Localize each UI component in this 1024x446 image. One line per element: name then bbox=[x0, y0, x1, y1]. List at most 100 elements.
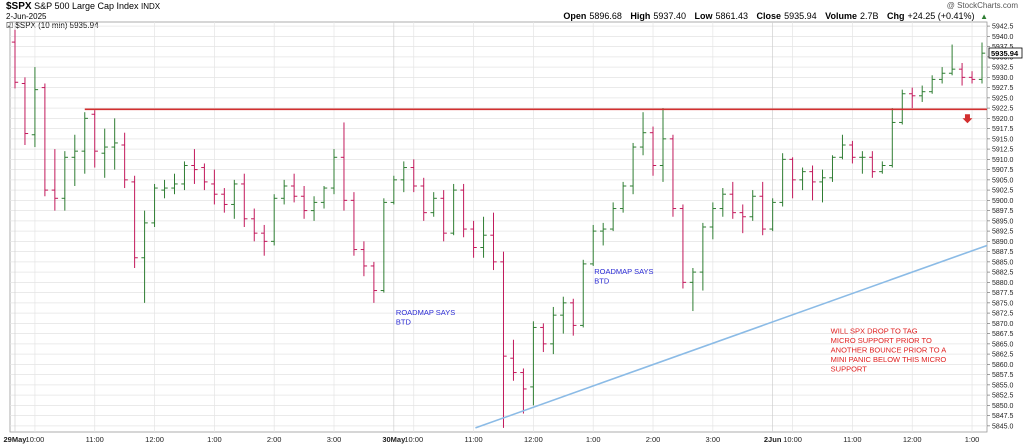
ohlc-bar bbox=[948, 44, 956, 76]
ohlc-bar bbox=[360, 241, 368, 277]
annotation-line: ROADMAP SAYS bbox=[594, 267, 653, 276]
ohlc-bar bbox=[968, 71, 976, 84]
ohlc-bar bbox=[121, 132, 128, 189]
ohlc-bar bbox=[21, 77, 29, 145]
ohlc-bar bbox=[849, 140, 856, 164]
ohlc-bar bbox=[938, 67, 946, 84]
ticker-symbol: $SPX bbox=[6, 1, 32, 12]
y-tick-label: 5942.5 bbox=[992, 24, 1014, 31]
ohlc-bar bbox=[839, 134, 846, 160]
ohlc-bar bbox=[749, 190, 756, 221]
ohlc-bar bbox=[460, 183, 467, 238]
ohlc-bar bbox=[11, 29, 19, 89]
legend-checkbox-icon[interactable]: ☑ bbox=[6, 21, 14, 30]
ohlc-bar bbox=[629, 142, 637, 195]
ohlc-bar bbox=[739, 204, 746, 234]
legend-label: $SPX (10 min) 5935.94 bbox=[15, 21, 99, 30]
y-tick-label: 5845.0 bbox=[992, 423, 1014, 430]
annotation-roadmap2: ROADMAP SAYS BTD bbox=[594, 267, 653, 286]
watermark: @ StockCharts.com bbox=[946, 1, 1018, 10]
ohlc-bar bbox=[709, 202, 717, 240]
ohlc-bar bbox=[769, 198, 776, 232]
ohlc-bar bbox=[809, 165, 816, 201]
ohlc-bar bbox=[191, 149, 198, 184]
ohlc-bar bbox=[819, 169, 826, 203]
ohlc-bar bbox=[570, 298, 577, 336]
exchange-code: INDX bbox=[141, 2, 161, 11]
x-tick-label: 2Jun bbox=[764, 435, 782, 444]
ohlc-bar bbox=[290, 173, 298, 203]
y-tick-label: 5915.0 bbox=[992, 136, 1014, 143]
x-tick-label: 11:00 bbox=[464, 435, 482, 444]
ohlc-bar bbox=[350, 192, 358, 256]
ohlc-bar bbox=[729, 181, 736, 219]
ohlc-bar bbox=[510, 339, 517, 381]
y-tick-label: 5870.0 bbox=[992, 321, 1014, 328]
y-tick-label: 5892.5 bbox=[992, 229, 1014, 236]
y-tick-label: 5910.0 bbox=[992, 157, 1014, 164]
y-tick-label: 5877.5 bbox=[992, 290, 1014, 297]
chg-value: +24.25 (+0.41%) bbox=[907, 11, 975, 21]
y-tick-label: 5847.5 bbox=[992, 413, 1014, 420]
ohlc-bar bbox=[919, 85, 926, 102]
ohlc-bar bbox=[899, 89, 906, 125]
y-tick-label: 5872.5 bbox=[992, 311, 1014, 318]
ohlc-bar bbox=[480, 216, 487, 258]
ohlc-bar bbox=[869, 151, 876, 178]
ohlc-bar bbox=[380, 198, 388, 293]
ohlc-bar bbox=[719, 188, 727, 217]
annotation-line: ANOTHER BOUNCE PRIOR TO A bbox=[831, 346, 947, 355]
y-tick-label: 5917.5 bbox=[992, 126, 1014, 133]
chart-date: 2-Jun-2025 bbox=[6, 12, 47, 21]
ohlc-bar bbox=[799, 167, 806, 191]
annotation-line: BTD bbox=[594, 277, 610, 286]
y-tick-label: 5930.0 bbox=[992, 75, 1014, 82]
ohlc-bar bbox=[859, 151, 866, 174]
last-price-label: 5935.94 bbox=[991, 49, 1019, 58]
y-tick-label: 5922.5 bbox=[992, 106, 1014, 113]
ohlc-bar bbox=[500, 251, 507, 428]
ohlc-bar bbox=[689, 268, 697, 312]
ohlc-bar bbox=[829, 155, 836, 182]
ohlc-bar bbox=[978, 42, 986, 84]
ohlc-bar bbox=[61, 151, 69, 211]
y-tick-label: 5885.0 bbox=[992, 259, 1014, 266]
price-legend: ☑ $SPX (10 min) 5935.94 bbox=[6, 21, 99, 30]
annotation-line: SUPPORT bbox=[831, 365, 868, 374]
ohlc-bar bbox=[699, 222, 707, 291]
ohlc-bar bbox=[300, 186, 308, 219]
x-tick-label: 2:00 bbox=[646, 435, 661, 444]
y-tick-label: 5857.5 bbox=[992, 372, 1014, 379]
y-tick-label: 5852.5 bbox=[992, 393, 1014, 400]
ohlc-bar bbox=[161, 179, 168, 199]
ohlc-bar bbox=[330, 149, 338, 195]
ohlc-bar bbox=[440, 190, 447, 242]
x-tick-label: 11:00 bbox=[86, 435, 104, 444]
ohlc-bar bbox=[420, 177, 427, 221]
chg-label: Chg bbox=[887, 11, 905, 21]
x-tick-label: 12:00 bbox=[145, 435, 164, 444]
y-tick-label: 5907.5 bbox=[992, 167, 1014, 174]
y-tick-label: 5927.5 bbox=[992, 85, 1014, 92]
ohlc-bar bbox=[639, 112, 647, 156]
x-tick-label: 10:00 bbox=[783, 435, 802, 444]
ohlc-bar bbox=[251, 208, 258, 242]
ohlc-bar bbox=[91, 110, 98, 168]
annotation-line: ROADMAP SAYS bbox=[396, 308, 455, 317]
y-axis: 5942.55940.05937.55935.05932.55930.05927… bbox=[987, 24, 1023, 430]
chart-grid bbox=[9, 21, 988, 433]
y-tick-label: 5882.5 bbox=[992, 270, 1014, 277]
ohlc-bar bbox=[71, 134, 78, 186]
ohlc-summary: Open 5896.68 High 5937.40 Low 5861.43 Close… bbox=[563, 11, 988, 21]
ohlc-bar bbox=[580, 259, 587, 328]
low-value: 5861.43 bbox=[715, 11, 749, 21]
ohlc-bar bbox=[171, 173, 178, 195]
x-tick-label: 1:00 bbox=[207, 435, 222, 444]
ohlc-bar bbox=[211, 169, 218, 205]
ohlc-bar bbox=[659, 108, 667, 182]
annotation-note: WILL SPX DROP TO TAG MICRO SUPPORT PRIOR … bbox=[831, 327, 947, 374]
index-name: S&P 500 Large Cap Index bbox=[34, 1, 139, 11]
ohlc-bar bbox=[430, 192, 437, 217]
ohlc-bar bbox=[560, 296, 567, 334]
ohlc-bar bbox=[141, 210, 148, 303]
